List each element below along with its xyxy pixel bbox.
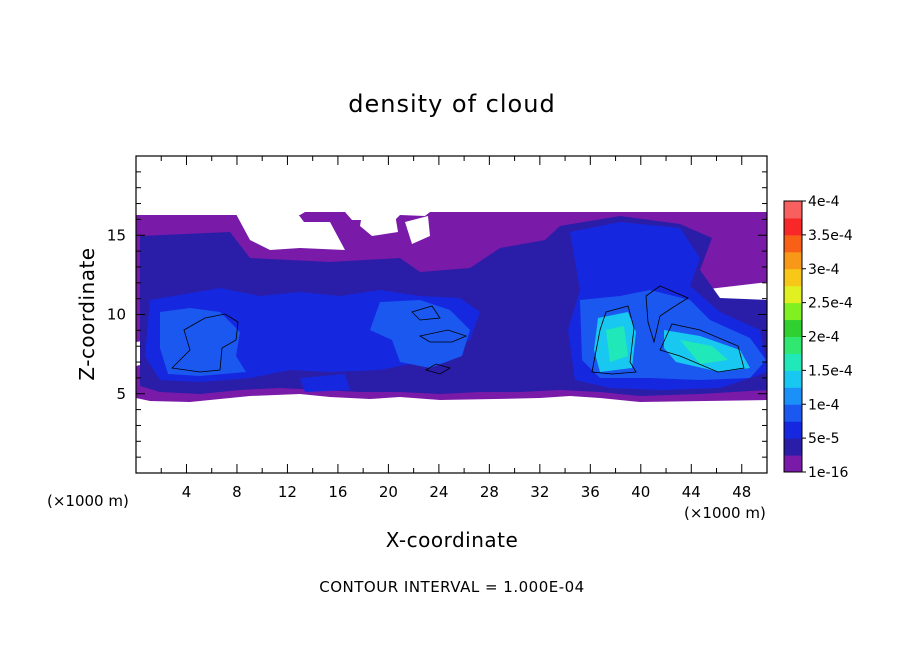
x-tick-label: 28	[480, 483, 499, 501]
colorbar-swatch	[784, 302, 802, 321]
x-tick-labels: 4 8 12 16 20 24 28 32 36 40 44 48	[182, 483, 752, 501]
colorbar-swatch	[784, 370, 802, 388]
colorbar-label: 5e-5	[808, 431, 839, 447]
y-tick-labels: 5 10 15	[107, 226, 126, 403]
contour-lines	[171, 285, 745, 375]
cloud-region-level-3	[300, 374, 350, 392]
colorbar-label: 3.5e-4	[808, 228, 853, 244]
x-tick-label: 12	[278, 483, 297, 501]
colorbar-swatch	[784, 217, 802, 236]
colorbar-swatch	[784, 438, 802, 456]
x-tick-label: 32	[530, 483, 549, 501]
clear-gap	[360, 214, 398, 236]
colorbar-label: 1e-16	[808, 465, 848, 481]
contour-line	[171, 313, 239, 373]
y-tick-label: 10	[107, 306, 126, 324]
colorbar-swatch	[784, 353, 802, 371]
colorbar	[783, 200, 806, 473]
colorbar-swatch	[784, 455, 802, 473]
x-tick-label: 8	[232, 483, 242, 501]
x-tick-label: 48	[732, 483, 751, 501]
chart-title: density of cloud	[348, 90, 555, 118]
x-tick-label: 24	[429, 483, 448, 501]
colorbar-swatch	[784, 421, 802, 439]
x-tick-label: 4	[182, 483, 192, 501]
x-tick-label: 20	[379, 483, 398, 501]
contour-line	[591, 305, 637, 375]
colorbar-label: 1.5e-4	[808, 363, 853, 379]
colorbar-swatch	[784, 387, 802, 405]
colorbar-swatch	[784, 268, 802, 287]
cloud-region-level-4	[370, 300, 470, 368]
cloud-region-level-5	[606, 326, 628, 362]
y-axis-title: Z-coordinate	[75, 247, 99, 380]
colorbar-label: 2e-4	[808, 330, 840, 346]
cloud-region-level-5	[680, 340, 728, 364]
colorbar-swatch	[784, 336, 802, 354]
x-axis-title: X-coordinate	[386, 528, 519, 552]
contour-line	[425, 363, 451, 375]
x-tick-label: 44	[682, 483, 701, 501]
clear-gap	[405, 216, 430, 244]
x-tick-label: 40	[631, 483, 650, 501]
x-unit-label-right: (×1000 m)	[684, 504, 766, 522]
colorbar-label: 4e-4	[808, 194, 840, 210]
x-unit-label-left: (×1000 m)	[47, 492, 129, 510]
x-tick-label: 16	[328, 483, 347, 501]
x-tick-label: 36	[581, 483, 600, 501]
contour-line	[659, 323, 745, 373]
colorbar-swatch	[784, 201, 802, 219]
contour-interval-note: CONTOUR INTERVAL = 1.000E-04	[319, 578, 584, 596]
colorbar-label: 2.5e-4	[808, 296, 853, 312]
colorbar-swatch	[784, 251, 802, 270]
colorbar-swatch	[784, 404, 802, 422]
colorbar-labels: 1e-16 5e-5 1e-4 1.5e-4 2e-4 2.5e-4 3e-4 3.5e-4 4…	[808, 194, 853, 481]
axis-ticks	[136, 156, 767, 473]
contour-line	[418, 329, 468, 343]
y-tick-label: 5	[116, 385, 126, 403]
colorbar-swatch	[784, 285, 802, 304]
colorbar-swatch	[784, 234, 802, 253]
colorbar-label: 1e-4	[808, 397, 840, 413]
colorbar-label: 3e-4	[808, 262, 840, 278]
contour-line	[411, 305, 441, 321]
colorbar-swatch	[784, 319, 802, 337]
y-tick-label: 15	[107, 226, 126, 244]
contour-line	[645, 285, 689, 344]
clear-gap	[236, 214, 345, 250]
